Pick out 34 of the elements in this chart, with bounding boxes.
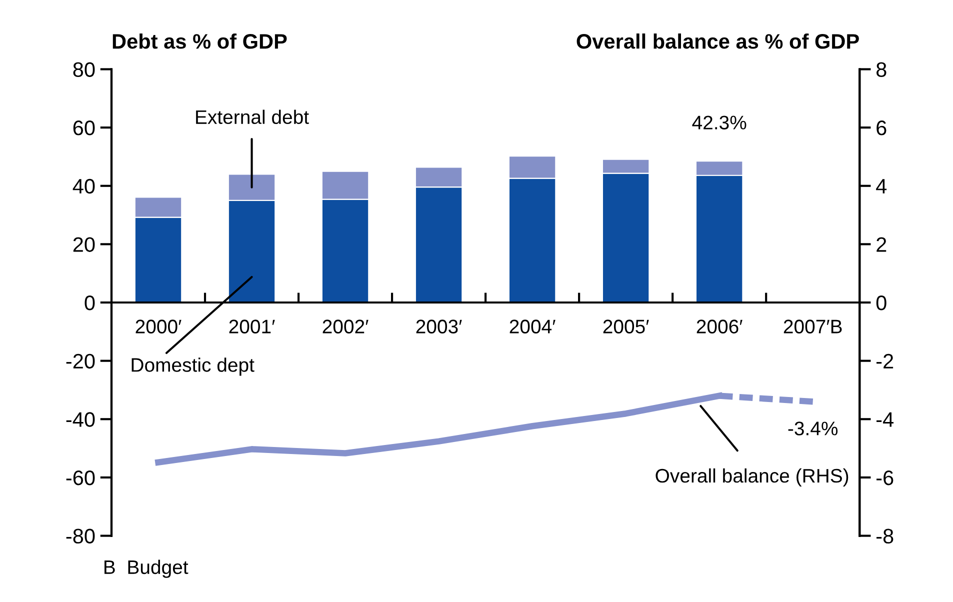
x-tick-label: 2000′ xyxy=(136,320,182,334)
y-tick-label: -80 xyxy=(66,528,95,544)
y-tick-label: -40 xyxy=(66,412,95,427)
text: Overall balance (RHS) xyxy=(656,468,848,487)
y2-tick-label: -4 xyxy=(876,412,894,427)
x-tick-label: 2004′ xyxy=(510,320,556,334)
y-tick-label: 80 xyxy=(73,62,95,77)
y2-tick-label: 8 xyxy=(876,62,886,77)
y-tick-label: -20 xyxy=(66,354,95,369)
y2-axis-title: Overall balance as % of GDP xyxy=(576,33,859,49)
y-tick-label: 20 xyxy=(73,237,95,252)
y2-tick-label: 4 xyxy=(876,179,887,194)
text: External debt xyxy=(196,110,309,124)
y2-tick-label: 2 xyxy=(876,237,886,252)
x-tick-label: 2001′ xyxy=(229,320,275,334)
y2-tick-label: -6 xyxy=(876,470,894,486)
annotation: 42.3% xyxy=(692,116,746,130)
y-tick-label: -60 xyxy=(66,470,95,486)
x-tick-label: 2002′ xyxy=(322,320,368,334)
y-tick-label: 40 xyxy=(72,178,95,194)
annotation: -3.4% xyxy=(788,422,838,436)
x-tick-label: 2005′ xyxy=(603,320,649,334)
x-tick-label: 2007′B xyxy=(784,320,842,334)
y2-tick-label: -2 xyxy=(876,354,894,368)
y2-tick-label: 6 xyxy=(876,120,886,136)
text: B Budget xyxy=(104,560,188,578)
y-tick-label: 60 xyxy=(73,120,95,136)
x-tick-label: 2003′ xyxy=(416,320,462,334)
y2-tick-label: 0 xyxy=(876,296,886,310)
y-axis-title: Debt as % of GDP xyxy=(112,33,287,49)
y-tick-label: 0 xyxy=(84,296,95,310)
y2-tick-label: -8 xyxy=(876,528,894,544)
text: Domestic dept xyxy=(132,358,254,376)
x-tick-label: 2006′ xyxy=(696,320,742,334)
